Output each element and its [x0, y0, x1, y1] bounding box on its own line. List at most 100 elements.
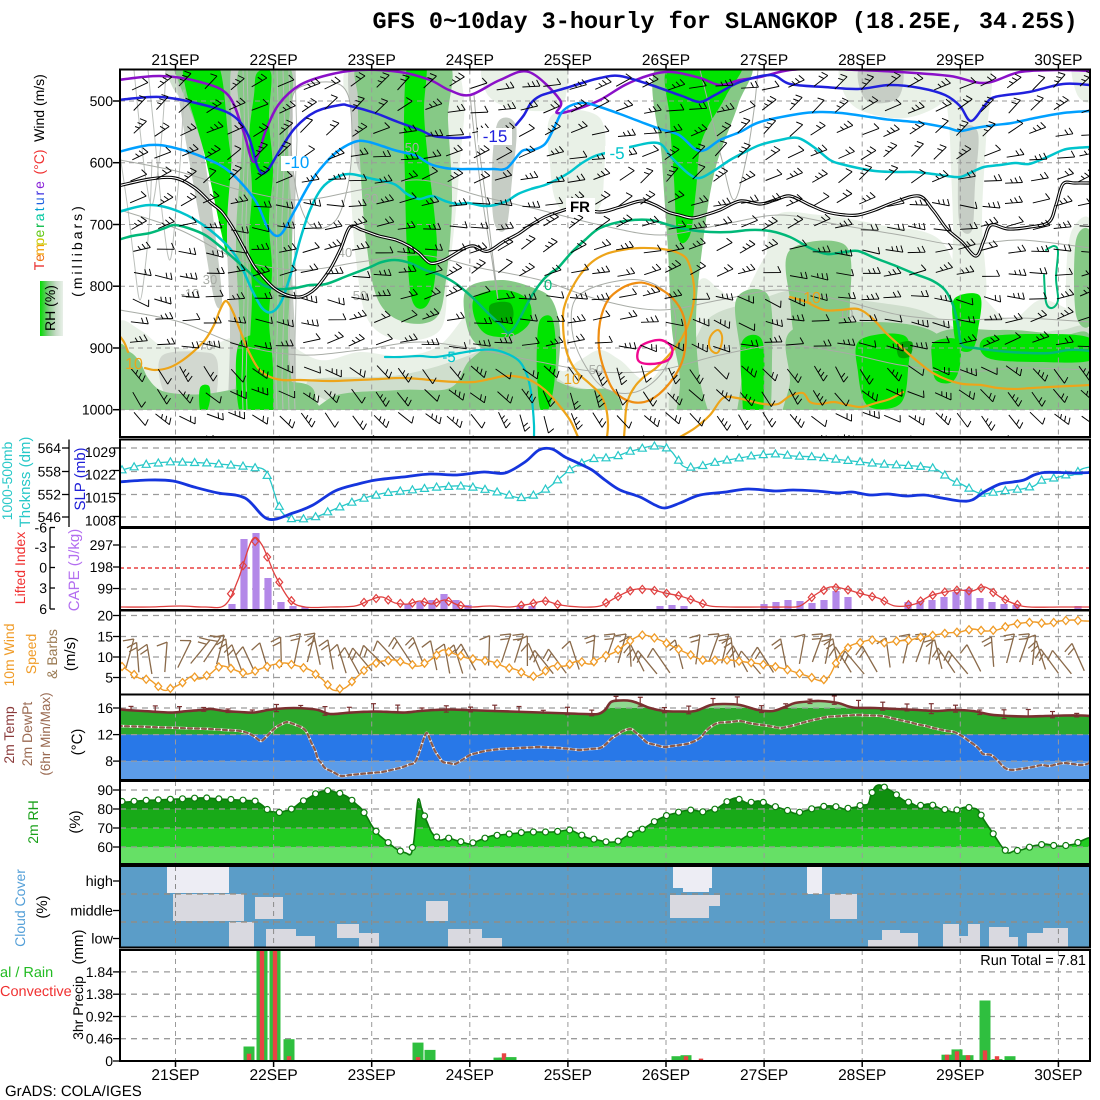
svg-text:RH (%): RH (%): [42, 285, 58, 331]
svg-text:Lifted Index: Lifted Index: [12, 532, 28, 604]
svg-text:30: 30: [203, 272, 217, 287]
svg-text:10: 10: [564, 371, 581, 388]
svg-text:23SEP: 23SEP: [348, 1067, 396, 1084]
svg-text:Cloud Cover: Cloud Cover: [12, 869, 28, 947]
svg-text:24SEP: 24SEP: [446, 1067, 494, 1084]
svg-text:(millibars): (millibars): [69, 203, 85, 297]
svg-text:a: a: [31, 213, 47, 221]
svg-text:28SEP: 28SEP: [838, 1067, 886, 1084]
svg-text:m: m: [31, 244, 47, 256]
svg-text:22SEP: 22SEP: [249, 52, 297, 69]
svg-text:24SEP: 24SEP: [446, 52, 494, 69]
svg-text:50: 50: [405, 140, 419, 155]
svg-text:546: 546: [38, 509, 62, 525]
svg-text:Thcknss (dm): Thcknss (dm): [17, 437, 34, 528]
svg-text:29SEP: 29SEP: [936, 1067, 984, 1084]
svg-text:70: 70: [97, 820, 113, 836]
svg-text:90: 90: [97, 782, 113, 798]
svg-text:30: 30: [364, 191, 378, 206]
svg-text:5: 5: [105, 670, 113, 686]
svg-text:20: 20: [97, 608, 113, 624]
svg-text:(%): (%): [34, 895, 51, 918]
svg-text:26SEP: 26SEP: [642, 1067, 690, 1084]
svg-text:500: 500: [90, 93, 114, 109]
svg-text:700: 700: [90, 216, 114, 232]
svg-text:-5: -5: [609, 144, 624, 163]
svg-text:0: 0: [39, 560, 47, 576]
svg-text:16: 16: [97, 700, 113, 716]
svg-text:1029: 1029: [85, 444, 116, 460]
svg-text:27SEP: 27SEP: [740, 52, 788, 69]
svg-text:-5: -5: [442, 349, 455, 366]
svg-text:-3: -3: [35, 539, 48, 555]
svg-text:p: p: [31, 238, 47, 246]
svg-text:60: 60: [97, 839, 113, 855]
svg-text:r: r: [31, 223, 47, 228]
svg-text:1000-500mb: 1000-500mb: [0, 441, 15, 520]
svg-text:1008: 1008: [85, 513, 116, 529]
svg-text:middle: middle: [70, 904, 113, 920]
svg-text:800: 800: [90, 278, 114, 294]
svg-text:e: e: [31, 254, 47, 262]
svg-text:1.84: 1.84: [86, 964, 113, 980]
svg-text:10: 10: [97, 649, 113, 665]
svg-text:50: 50: [353, 288, 367, 303]
svg-text:30SEP: 30SEP: [1034, 1067, 1082, 1084]
svg-text:30SEP: 30SEP: [1034, 52, 1082, 69]
svg-text:-6: -6: [35, 520, 48, 536]
svg-text:Convective: Convective: [0, 984, 72, 1000]
svg-text:GFS 0~10day 3-hourly for SLANG: GFS 0~10day 3-hourly for SLANGKOP (18.25…: [372, 9, 1077, 36]
svg-text:80: 80: [97, 801, 113, 817]
svg-text:-10: -10: [181, 286, 200, 301]
svg-text:29SEP: 29SEP: [936, 52, 984, 69]
svg-text:600: 600: [90, 155, 114, 171]
svg-text:558: 558: [38, 464, 62, 480]
svg-text:297: 297: [90, 537, 114, 553]
svg-text:1.38: 1.38: [86, 986, 113, 1002]
svg-text:28SEP: 28SEP: [838, 52, 886, 69]
svg-text:552: 552: [38, 487, 62, 503]
svg-text:& Barbs: & Barbs: [44, 629, 60, 679]
svg-text:GrADS: COLA/IGES: GrADS: COLA/IGES: [5, 1083, 142, 1100]
svg-text:-10: -10: [285, 153, 310, 172]
svg-text:3hr Precip: 3hr Precip: [70, 976, 86, 1040]
svg-text:t: t: [31, 207, 47, 211]
svg-text:3: 3: [39, 580, 47, 596]
svg-text:SLP (mb): SLP (mb): [72, 447, 89, 510]
svg-text:15: 15: [97, 629, 113, 645]
svg-text:Run Total = 7.81: Run Total = 7.81: [980, 953, 1086, 969]
svg-text:21SEP: 21SEP: [151, 1067, 199, 1084]
svg-text:25SEP: 25SEP: [544, 52, 592, 69]
svg-text:6: 6: [39, 601, 47, 617]
svg-text:2m Temp: 2m Temp: [1, 706, 17, 764]
svg-text:2m RH: 2m RH: [25, 800, 41, 844]
svg-text:1022: 1022: [85, 467, 116, 483]
svg-text:22SEP: 22SEP: [249, 1067, 297, 1084]
svg-text:26SEP: 26SEP: [642, 52, 690, 69]
svg-text:(6hr Min/Max): (6hr Min/Max): [38, 692, 53, 775]
svg-text:8: 8: [105, 753, 113, 769]
svg-text:e: e: [31, 181, 47, 189]
svg-text:564: 564: [38, 440, 62, 456]
svg-text:(m/s): (m/s): [62, 637, 79, 671]
svg-text:23SEP: 23SEP: [348, 52, 396, 69]
svg-text:u: u: [31, 197, 47, 205]
svg-text:(°C): (°C): [31, 149, 47, 174]
svg-text:10: 10: [803, 290, 821, 307]
svg-text:27SEP: 27SEP: [740, 1067, 788, 1084]
svg-text:0.92: 0.92: [86, 1008, 113, 1024]
svg-text:21SEP: 21SEP: [151, 52, 199, 69]
svg-text:-15: -15: [483, 127, 508, 146]
svg-text:FR: FR: [570, 199, 590, 216]
svg-text:(°C): (°C): [69, 729, 86, 756]
svg-text:high: high: [86, 874, 113, 890]
svg-text:e: e: [31, 229, 47, 237]
svg-text:10m Wind: 10m Wind: [1, 623, 17, 686]
svg-text:198: 198: [90, 559, 114, 575]
svg-text:0.46: 0.46: [86, 1031, 113, 1047]
svg-text:Wind (m/s): Wind (m/s): [31, 74, 47, 142]
svg-text:Speed: Speed: [23, 634, 39, 674]
svg-text:99: 99: [97, 581, 113, 597]
svg-text:1000: 1000: [82, 402, 113, 418]
svg-text:2m DewPt: 2m DewPt: [19, 702, 35, 767]
